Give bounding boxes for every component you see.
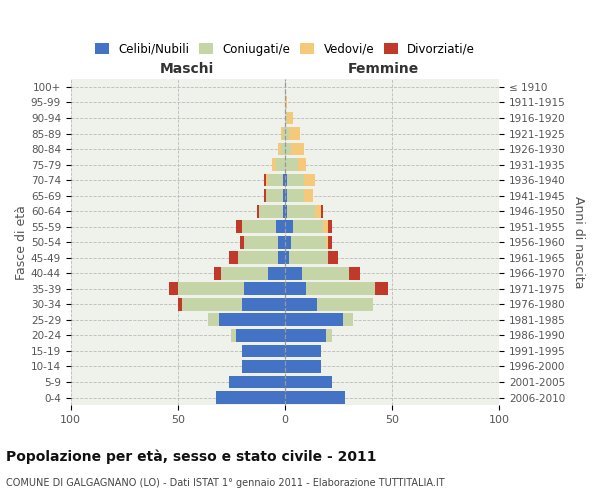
Bar (285, 158, 298, 171)
Bar (317, 298, 373, 310)
Bar (328, 252, 338, 264)
Bar (266, 174, 268, 186)
Bar (229, 376, 285, 388)
Bar (169, 282, 178, 295)
Bar (214, 267, 221, 280)
Bar (285, 127, 289, 140)
Bar (285, 252, 289, 264)
Bar (304, 190, 313, 202)
Bar (315, 205, 322, 218)
Bar (259, 205, 283, 218)
Bar (236, 329, 285, 342)
Bar (285, 298, 317, 310)
Bar (283, 174, 285, 186)
Bar (328, 220, 332, 233)
Bar (322, 205, 323, 218)
Text: Popolazione per età, sesso e stato civile - 2011: Popolazione per età, sesso e stato civil… (6, 450, 377, 464)
Bar (285, 142, 292, 156)
Bar (277, 158, 285, 171)
Bar (278, 142, 281, 156)
Bar (278, 236, 285, 248)
Bar (178, 282, 244, 295)
Bar (272, 158, 277, 171)
Bar (298, 158, 307, 171)
Bar (277, 220, 285, 233)
Bar (238, 252, 278, 264)
Bar (289, 127, 300, 140)
Bar (343, 314, 353, 326)
Bar (278, 252, 285, 264)
Bar (236, 220, 242, 233)
Bar (326, 236, 328, 248)
Bar (323, 220, 328, 233)
Bar (285, 236, 292, 248)
Bar (182, 298, 242, 310)
Bar (302, 267, 349, 280)
Bar (263, 174, 266, 186)
Bar (263, 190, 266, 202)
Bar (232, 329, 236, 342)
Legend: Celibi/Nubili, Coniugati/e, Vedovi/e, Divorziati/e: Celibi/Nubili, Coniugati/e, Vedovi/e, Di… (95, 42, 475, 56)
Bar (268, 267, 285, 280)
Bar (218, 314, 285, 326)
Bar (283, 205, 285, 218)
Bar (217, 391, 285, 404)
Bar (229, 252, 238, 264)
Bar (242, 344, 285, 358)
Bar (285, 190, 287, 202)
Bar (285, 344, 322, 358)
Bar (208, 314, 218, 326)
Bar (285, 267, 302, 280)
Bar (178, 298, 182, 310)
Bar (307, 282, 375, 295)
Bar (287, 174, 304, 186)
Bar (283, 127, 285, 140)
Bar (285, 329, 326, 342)
Bar (287, 205, 315, 218)
Bar (281, 127, 283, 140)
Bar (257, 205, 259, 218)
Bar (326, 329, 332, 342)
Bar (287, 112, 293, 124)
Bar (242, 220, 277, 233)
Text: COMUNE DI GALGAGNANO (LO) - Dati ISTAT 1° gennaio 2011 - Elaborazione TUTTITALIA: COMUNE DI GALGAGNANO (LO) - Dati ISTAT 1… (6, 478, 445, 488)
Text: Maschi: Maschi (159, 62, 214, 76)
Bar (285, 391, 345, 404)
Bar (242, 360, 285, 373)
Bar (283, 190, 285, 202)
Bar (292, 142, 304, 156)
Bar (221, 267, 268, 280)
Bar (349, 267, 360, 280)
Bar (285, 96, 287, 109)
Y-axis label: Anni di nascita: Anni di nascita (572, 196, 585, 288)
Bar (293, 220, 323, 233)
Bar (292, 236, 326, 248)
Bar (244, 236, 278, 248)
Bar (375, 282, 388, 295)
Bar (285, 360, 322, 373)
Bar (285, 314, 343, 326)
Bar (287, 190, 304, 202)
Bar (285, 174, 287, 186)
Bar (281, 142, 285, 156)
Bar (285, 205, 287, 218)
Bar (285, 112, 287, 124)
Bar (289, 252, 328, 264)
Bar (285, 376, 332, 388)
Bar (328, 236, 332, 248)
Bar (244, 282, 285, 295)
Y-axis label: Fasce di età: Fasce di età (15, 205, 28, 280)
Text: Femmine: Femmine (348, 62, 419, 76)
Bar (240, 236, 244, 248)
Bar (242, 298, 285, 310)
Bar (266, 190, 283, 202)
Bar (268, 174, 283, 186)
Bar (285, 220, 293, 233)
Bar (304, 174, 315, 186)
Bar (285, 282, 307, 295)
